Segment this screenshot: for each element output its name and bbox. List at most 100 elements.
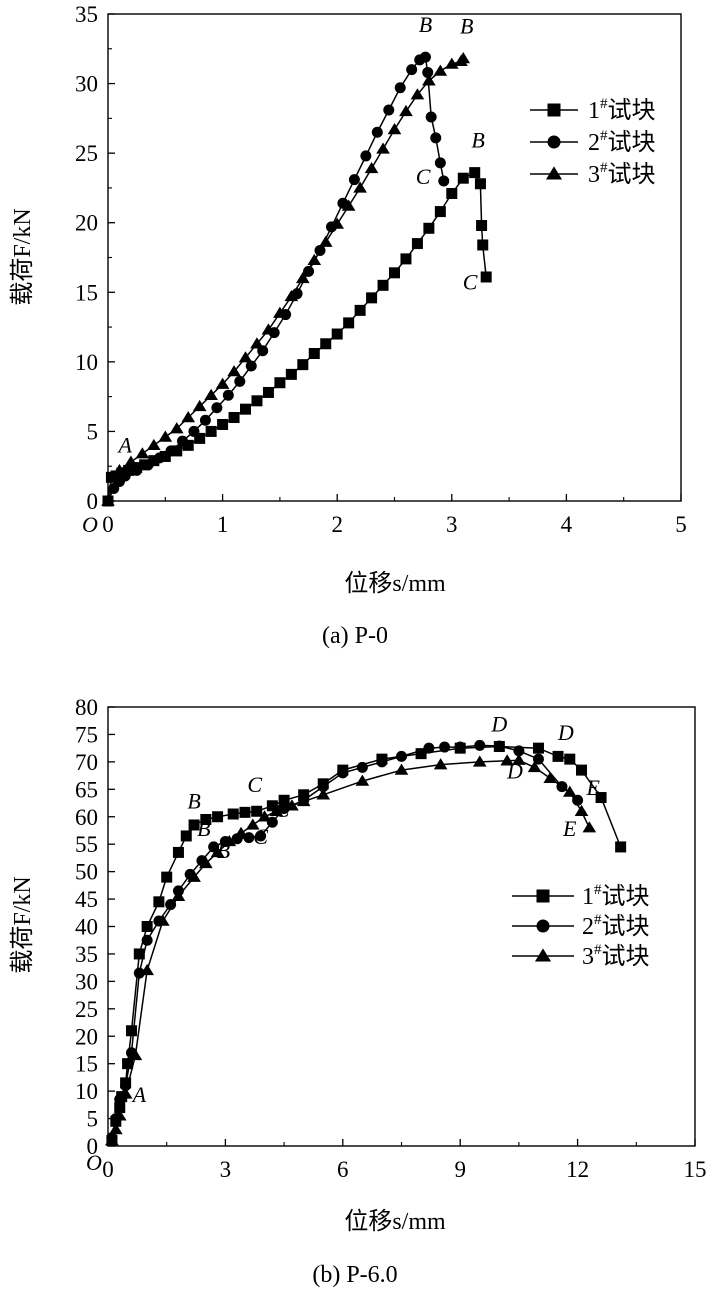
data-point-series-2 (376, 756, 388, 768)
data-point-series-1 (354, 304, 366, 316)
data-point-series-2 (422, 66, 434, 78)
data-point-series-2 (356, 761, 368, 773)
data-point-series-3 (169, 422, 184, 434)
y-tick-label: 40 (75, 915, 98, 940)
data-point-series-3 (285, 799, 299, 811)
data-point-series-1 (320, 338, 332, 350)
chart-p6-caption: (b) P-6.0 (312, 1262, 397, 1288)
data-point-series-3 (135, 447, 150, 459)
data-point-series-1 (278, 794, 290, 806)
data-point-series-2 (176, 435, 188, 447)
y-tick-label: 80 (75, 695, 98, 720)
data-point-series-1 (576, 764, 588, 776)
point-annotation: C (463, 270, 478, 295)
data-point-series-1 (297, 359, 309, 371)
data-point-series-1 (331, 328, 343, 340)
data-point-series-3 (273, 306, 287, 318)
data-point-series-1 (434, 206, 446, 218)
point-annotation: B (471, 128, 484, 153)
chart-p6-origin-label: O (86, 1150, 102, 1175)
legend-label: 2#试块 (582, 912, 650, 940)
data-point-series-1 (251, 805, 263, 817)
chart-p6-x-ticks: 0 3 6 9 12 15 (102, 1139, 707, 1182)
data-point-series-3 (140, 963, 154, 976)
data-point-series-3 (574, 804, 589, 816)
chart-p0-x-ticks: 0 1 2 3 4 5 (102, 494, 687, 537)
data-point-series-3 (222, 834, 237, 847)
y-tick-label: 35 (75, 2, 98, 27)
data-point-series-3 (204, 388, 218, 400)
data-point-series-2 (493, 740, 505, 752)
chart-p0-annotations: A B B B C C (116, 12, 484, 457)
y-tick-label: 30 (75, 72, 98, 97)
chart-p6-y-axis-title: 载荷F/kN (9, 876, 36, 973)
data-point-series-2 (532, 753, 544, 765)
data-point-series-2 (425, 111, 437, 123)
data-point-series-1 (217, 418, 229, 430)
data-point-series-3 (296, 271, 310, 284)
data-point-series-3 (296, 794, 311, 807)
data-point-series-3 (109, 1123, 123, 1135)
data-point-series-3 (376, 142, 390, 154)
data-point-series-2 (154, 452, 166, 464)
data-point-series-1 (161, 871, 173, 883)
data-point-series-1 (141, 921, 153, 932)
series-line-2 (107, 55, 445, 502)
data-point-series-1 (411, 238, 423, 250)
data-point-series-2 (439, 741, 451, 753)
point-annotation: D (506, 758, 523, 783)
data-point-series-2 (142, 459, 154, 471)
data-point-series-1 (595, 792, 607, 804)
chart-p0-x-axis-title: 位移s/mm (344, 570, 446, 597)
data-point-series-1 (205, 425, 217, 437)
data-point-series-1 (133, 948, 145, 960)
chart-p6-legend: 1#试块2#试块3#试块 (512, 882, 650, 970)
data-point-series-1 (469, 167, 481, 179)
point-annotation: C (275, 797, 290, 822)
data-point-series-2 (165, 899, 177, 911)
data-point-series-3 (456, 52, 471, 64)
y-tick-label: 15 (75, 280, 98, 305)
point-annotation: A (116, 432, 132, 457)
data-point-series-3 (124, 455, 138, 467)
data-point-series-3 (128, 1048, 143, 1061)
point-annotation: E (586, 775, 601, 800)
legend-marker (536, 889, 550, 903)
data-point-series-2 (474, 739, 486, 751)
data-point-series-1 (532, 742, 544, 754)
y-tick-label: 5 (87, 419, 99, 444)
data-point-series-1 (366, 292, 378, 304)
data-point-series-1 (308, 348, 320, 360)
legend-label: 3#试块 (588, 160, 656, 188)
data-point-series-3 (199, 856, 213, 869)
data-point-series-2 (371, 126, 383, 138)
y-tick-label: 15 (75, 1052, 98, 1077)
data-point-series-1 (400, 253, 412, 265)
data-point-series-2 (434, 157, 446, 169)
data-point-series-1 (182, 439, 194, 451)
legend-label: 1#试块 (582, 882, 650, 910)
data-point-series-1 (212, 811, 224, 823)
data-point-series-2 (255, 830, 267, 842)
y-tick-label: 35 (75, 942, 98, 967)
point-annotation: C (253, 824, 268, 849)
x-tick-label: 3 (220, 1157, 232, 1182)
y-tick-label: 45 (75, 887, 98, 912)
data-point-series-3 (245, 818, 260, 830)
data-point-series-3 (215, 377, 230, 389)
data-point-series-3 (210, 845, 225, 858)
data-point-series-1 (285, 368, 297, 380)
data-point-series-2 (406, 64, 418, 76)
data-point-series-3 (238, 351, 253, 363)
data-point-series-3 (284, 289, 299, 302)
chart-p0-caption: (a) P-0 (322, 623, 388, 649)
data-point-series-3 (257, 810, 272, 822)
data-point-series-2 (396, 750, 407, 762)
data-point-series-1 (389, 267, 400, 279)
data-point-series-2 (188, 425, 200, 437)
point-annotation: E (562, 816, 577, 841)
data-point-series-3 (500, 754, 514, 766)
point-annotation: D (557, 720, 574, 745)
data-point-series-3 (187, 870, 201, 882)
